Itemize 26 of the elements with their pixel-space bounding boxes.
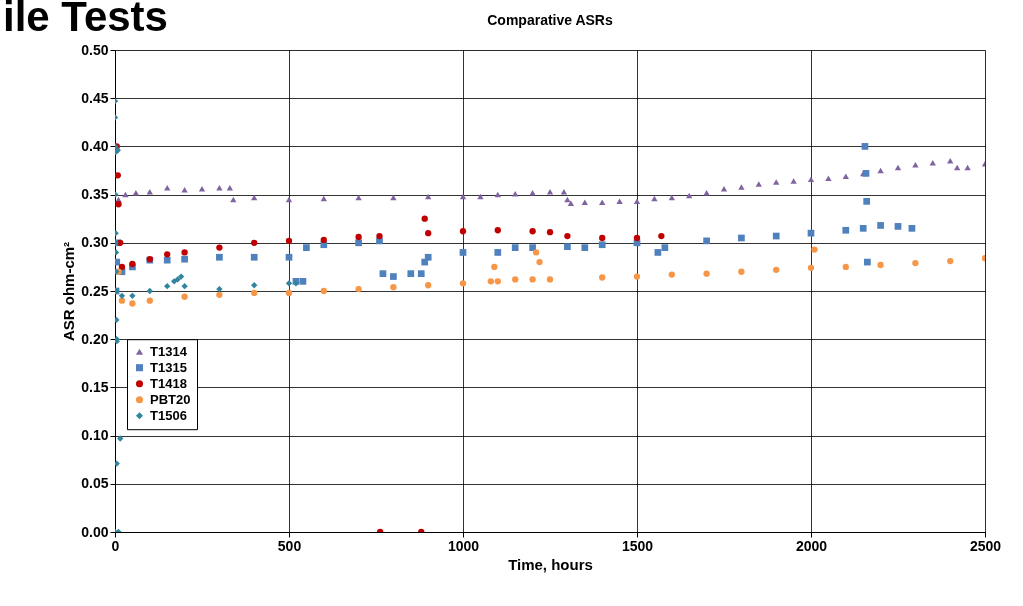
legend-label: T1506 [150,407,187,423]
y-tick-label: 0.50 [81,41,109,58]
x-tick-label: 2500 [969,537,1002,554]
y-axis-title: ASR ohm-cm² [60,241,78,342]
x-tick-label: 0 [111,537,120,554]
legend-label: T1418 [150,375,187,391]
y-tick-label: 0.25 [81,282,109,299]
y-tick-label: 0.15 [81,378,109,395]
y-tick-label: 0.10 [81,427,109,444]
y-tick-label: 0.05 [81,475,109,492]
y-tick-label: 0.35 [81,186,109,203]
legend-label: T1314 [150,343,188,359]
y-tick-label: 0.45 [81,89,109,106]
text: ile Tests [3,0,168,40]
x-tick-label: 2000 [795,537,828,554]
y-tick-label: 0.00 [81,523,109,540]
y-tick-label: 0.30 [81,234,109,251]
y-tick-label: 0.20 [81,330,109,347]
x-axis-title: Time, hours [508,555,593,573]
legend-label: T1315 [150,359,187,375]
chart-title: Comparative ASRs [487,12,613,28]
legend-label: PBT20 [150,391,191,407]
x-tick-label: 1000 [447,537,480,554]
y-tick-label: 0.40 [81,137,109,154]
x-tick-label: 1500 [621,537,654,554]
x-tick-label: 500 [277,537,302,554]
